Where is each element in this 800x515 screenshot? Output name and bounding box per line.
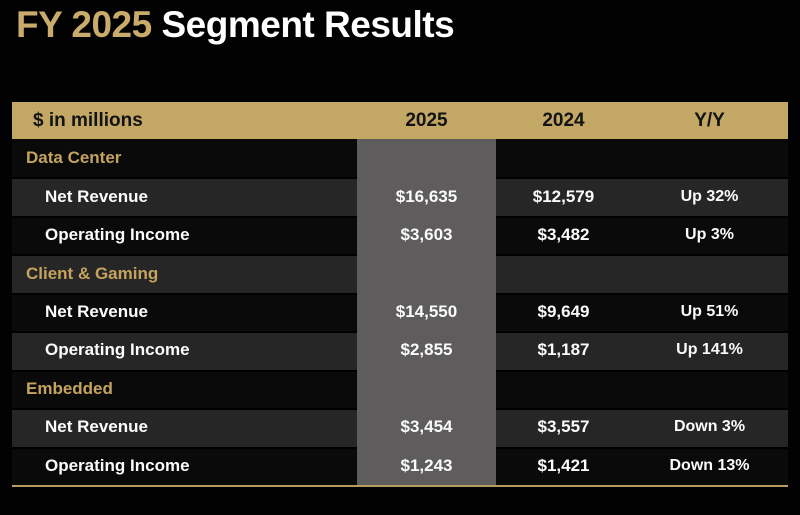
value-2025: $3,603 [400,225,453,245]
table-row: Net Revenue $3,454 $3,557 Down 3% [12,408,788,447]
section-label: Client & Gaming [12,254,357,293]
section-row-data-center: Data Center [12,139,788,178]
page-title: FY 2025 Segment Results [16,4,455,46]
segment-results-table: $ in millions 2025 2024 Y/Y Data Center … [12,102,788,487]
header-col-2024: 2024 [542,109,585,131]
metric-label: Net Revenue [12,177,357,216]
section-row-embedded: Embedded [12,369,788,409]
header-col-2025: 2025 [405,109,448,131]
section-label: Embedded [12,369,357,409]
table-row: Operating Income $1,243 $1,421 Down 13% [12,446,788,485]
table-row: Net Revenue $14,550 $9,649 Up 51% [12,292,788,332]
page-title-text: Segment Results [151,4,455,45]
page-title-fiscal-year: FY 2025 [16,4,152,45]
value-2024: $1,421 [537,455,590,475]
table-body: Data Center Net Revenue $16,635 $12,579 … [12,139,788,487]
value-yoy: Down 3% [673,418,746,436]
metric-label: Operating Income [12,446,357,485]
value-2024: $12,579 [532,186,595,206]
metric-label: Operating Income [12,331,357,370]
value-2025: $14,550 [395,301,458,321]
value-2024: $9,649 [537,301,590,321]
column-2025-highlight-band [357,139,496,485]
value-2025: $1,243 [400,455,453,475]
metric-label: Operating Income [12,215,357,255]
value-yoy: Up 32% [680,187,739,205]
table-header-row: $ in millions 2025 2024 Y/Y [12,102,788,139]
table-row: Operating Income $3,603 $3,482 Up 3% [12,215,788,255]
header-col-yoy: Y/Y [694,109,725,131]
value-yoy: Up 141% [676,341,743,359]
table-row: Net Revenue $16,635 $12,579 Up 32% [12,177,788,216]
header-units-label: $ in millions [33,109,143,131]
value-yoy: Up 51% [680,302,739,320]
value-yoy: Down 13% [669,456,750,474]
table-row: Operating Income $2,855 $1,187 Up 141% [12,331,788,370]
value-2025: $2,855 [400,340,453,360]
value-2024: $1,187 [537,340,590,360]
section-row-client-gaming: Client & Gaming [12,254,788,293]
metric-label: Net Revenue [12,292,357,332]
value-2025: $3,454 [400,417,453,437]
section-label: Data Center [12,139,357,178]
value-yoy: Up 3% [685,226,734,244]
value-2024: $3,557 [537,417,590,437]
value-2025: $16,635 [395,186,458,206]
value-2024: $3,482 [537,225,590,245]
metric-label: Net Revenue [12,408,357,447]
